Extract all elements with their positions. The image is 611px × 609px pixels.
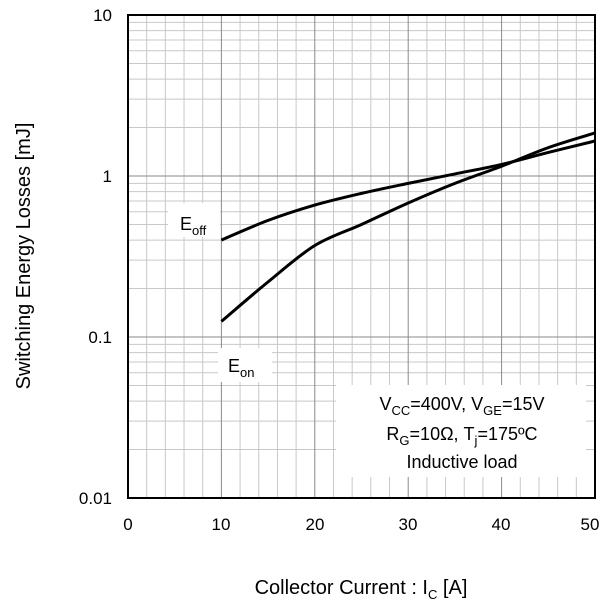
y-tick-label-0.1: 0.1 bbox=[88, 328, 112, 347]
series-label-eoff: Eoff bbox=[180, 214, 207, 238]
annotation-line-3: Inductive load bbox=[406, 452, 517, 472]
x-axis-title: Collector Current : IC [A] bbox=[255, 577, 468, 602]
series-lines bbox=[220, 131, 596, 323]
x-tick-label-10: 10 bbox=[212, 515, 231, 534]
y-tick-label-1: 1 bbox=[103, 167, 112, 186]
x-tick-label-30: 30 bbox=[399, 515, 418, 534]
series-label-eon: Eon bbox=[228, 356, 254, 380]
y-tick-label-0.01: 0.01 bbox=[79, 489, 112, 508]
y-axis-title: Switching Energy Losses [mJ] bbox=[13, 123, 35, 390]
eoff-label-bg bbox=[168, 203, 220, 237]
y-tick-label-10: 10 bbox=[93, 6, 112, 25]
annotation-line-2: RG=10Ω, Tj=175ºC bbox=[386, 424, 537, 448]
plot-frame bbox=[127, 14, 596, 499]
series-line-off bbox=[220, 139, 596, 242]
x-tick-label-0: 0 bbox=[123, 515, 132, 534]
annotation-bg bbox=[336, 385, 586, 477]
x-tick-label-40: 40 bbox=[492, 515, 511, 534]
eon-label-bg bbox=[218, 348, 272, 382]
series-line-on bbox=[220, 131, 596, 323]
x-tick-label-20: 20 bbox=[306, 515, 325, 534]
x-tick-label-50: 50 bbox=[581, 515, 600, 534]
annotation-line-1: VCC=400V, VGE=15V bbox=[379, 394, 544, 418]
